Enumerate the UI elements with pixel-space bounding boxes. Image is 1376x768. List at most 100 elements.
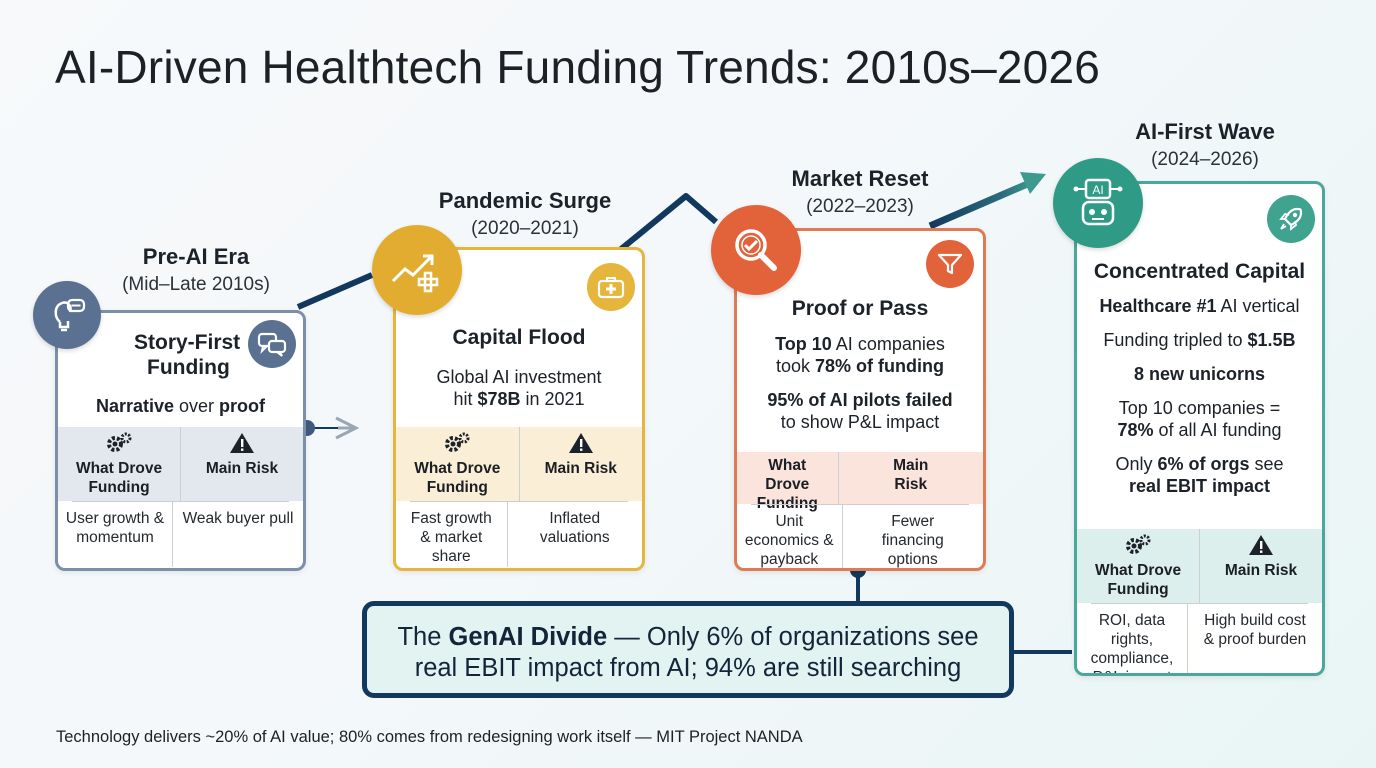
text-bold: 8 new unicorns bbox=[1133, 364, 1266, 384]
footer-note: Technology delivers ~20% of AI value; 80… bbox=[56, 728, 803, 746]
callout-line1: The GenAI Divide — Only 6% of organizati… bbox=[367, 622, 1009, 653]
card-line: took 78% of funding bbox=[737, 355, 983, 377]
text-bold: GenAI Divide bbox=[448, 623, 608, 651]
card-line: 8 new unicorns bbox=[1077, 363, 1322, 385]
grid-value-col2: Inflated valuations bbox=[539, 510, 610, 546]
text: see bbox=[1249, 454, 1284, 474]
ai-robot-icon: AI bbox=[1053, 158, 1143, 248]
grid-header: What Drove Funding Main Risk bbox=[737, 452, 983, 512]
stage-reset-header: Market Reset (2022–2023) bbox=[760, 166, 960, 218]
card-line: Healthcare #1 AI vertical bbox=[1077, 295, 1322, 317]
grid-header-col2: Main Risk bbox=[893, 457, 929, 493]
card-heading: Capital Flood bbox=[452, 326, 586, 349]
grid-header-col2: Main Risk bbox=[181, 427, 303, 501]
text-bold: Top 10 bbox=[775, 334, 832, 354]
grid-header-text: Main Risk bbox=[1224, 562, 1298, 579]
stage-period: (Mid–Late 2010s) bbox=[122, 274, 270, 295]
card-grid: What Drove Funding Main Risk User growth… bbox=[58, 427, 303, 567]
text-bold: 78% of funding bbox=[815, 356, 945, 376]
text-bold: 6% of orgs bbox=[1157, 454, 1250, 474]
grid-body: Unit economics & payback Fewer financing… bbox=[737, 504, 983, 568]
stage-pre-ai-header: Pre-AI Era (Mid–Late 2010s) bbox=[96, 244, 296, 296]
card-line: Funding tripled to $1.5B bbox=[1077, 329, 1322, 351]
warning-icon bbox=[568, 433, 593, 453]
grid-body: User growth & momentum Weak buyer pull bbox=[58, 501, 303, 567]
card-line: Only 6% of orgs see bbox=[1077, 453, 1322, 475]
grid-header-col1: What Drove Funding bbox=[396, 427, 520, 501]
card-line: to show P&L impact bbox=[780, 412, 940, 432]
text: of all AI funding bbox=[1153, 420, 1282, 440]
grid-header-text: What Drove Funding bbox=[1094, 562, 1182, 598]
card-grid: What Drove Funding Main Risk ROI, data r… bbox=[1077, 529, 1322, 673]
heading-line: Funding bbox=[147, 356, 230, 379]
grid-header-text: Main Risk bbox=[544, 460, 617, 477]
stage-pandemic-header: Pandemic Surge (2020–2021) bbox=[420, 188, 630, 240]
grid-value-col2: Fewer financing options bbox=[881, 513, 944, 568]
stage-name: Market Reset bbox=[791, 166, 929, 191]
grid-header: What Drove Funding Main Risk bbox=[58, 427, 303, 501]
stage-name: Pre-AI Era bbox=[142, 244, 250, 269]
card-line: Global AI investment bbox=[436, 367, 602, 387]
grid-header: What Drove Funding Main Risk bbox=[396, 427, 642, 501]
grid-value-col1: Fast growth & market share bbox=[396, 501, 508, 567]
rocket-icon bbox=[1267, 195, 1315, 243]
grid-value-col1: Unit economics & payback bbox=[737, 504, 843, 568]
gears-icon bbox=[445, 432, 470, 452]
stage-name: AI-First Wave bbox=[1135, 119, 1275, 144]
grid-header-text: What Drove Funding bbox=[75, 460, 163, 496]
stage-period: (2022–2023) bbox=[806, 196, 914, 217]
text-bold: Narrative bbox=[95, 396, 175, 416]
text: Only bbox=[1115, 454, 1158, 474]
gears-icon bbox=[1126, 534, 1151, 554]
card-heading: Story-First Funding bbox=[58, 330, 303, 380]
grid-header-col1: What Drove Funding bbox=[1077, 529, 1200, 603]
stage-ai-first-card: Concentrated Capital Healthcare #1 AI ve… bbox=[1074, 181, 1325, 676]
card-line: Top 10 AI companies bbox=[737, 333, 983, 355]
card-line: 78% of all AI funding bbox=[1077, 419, 1322, 441]
gears-icon bbox=[107, 432, 132, 452]
text: — Only 6% of organizations see bbox=[607, 623, 979, 651]
text-bold: 78% bbox=[1117, 420, 1154, 440]
card-line: hit $78B in 2021 bbox=[396, 388, 642, 410]
text-bold: real EBIT impact bbox=[1128, 476, 1271, 496]
grid-header-col1: What Drove Funding bbox=[737, 452, 839, 512]
grid-header-text: Main Risk bbox=[205, 460, 279, 477]
text: Funding tripled to bbox=[1103, 330, 1248, 350]
grid-value-col2: High build cost & proof burden bbox=[1203, 612, 1307, 648]
grid-header-col2: Main Risk bbox=[1200, 529, 1322, 603]
grid-body: Fast growth & market share Inflated valu… bbox=[396, 501, 642, 567]
funnel-icon bbox=[926, 240, 974, 288]
callout-line2: real EBIT impact from AI; 94% are still … bbox=[414, 654, 962, 682]
text: The bbox=[397, 623, 449, 651]
card-line: 95% of AI pilots failed bbox=[737, 389, 983, 411]
text-bold: Healthcare #1 bbox=[1099, 296, 1217, 316]
text: over bbox=[174, 396, 220, 416]
grid-value-col1: ROI, data rights, compliance, P&L impact bbox=[1077, 603, 1188, 673]
page-title: AI-Driven Healthtech Funding Trends: 201… bbox=[55, 41, 1101, 93]
stage-name: Pandemic Surge bbox=[438, 188, 612, 213]
warning-icon bbox=[1249, 535, 1273, 555]
text-bold: $78B bbox=[477, 389, 521, 409]
text: AI vertical bbox=[1216, 296, 1300, 316]
genai-divide-callout: The GenAI Divide — Only 6% of organizati… bbox=[362, 601, 1014, 698]
card-grid: What Drove Funding Main Risk Fast growth… bbox=[396, 427, 642, 567]
grid-header-col1: What Drove Funding bbox=[58, 427, 181, 501]
trend-arrowhead bbox=[1020, 172, 1046, 194]
chat-bubbles-icon bbox=[248, 320, 296, 368]
stage-ai-first-header: AI-First Wave (2024–2026) bbox=[1105, 119, 1305, 171]
card-line: Narrative over proof bbox=[58, 395, 303, 417]
card-grid: What Drove Funding Main Risk Unit econom… bbox=[737, 452, 983, 568]
stage-period: (2020–2021) bbox=[471, 218, 579, 239]
text: AI companies bbox=[831, 334, 945, 354]
card-line: Top 10 companies = bbox=[1118, 398, 1281, 418]
text: took bbox=[775, 356, 816, 376]
grid-header-text: What Drove Funding bbox=[414, 460, 501, 496]
lightbulb-icon bbox=[33, 281, 101, 349]
card-line: real EBIT impact bbox=[1077, 475, 1322, 497]
card-heading: Concentrated Capital bbox=[1093, 260, 1306, 283]
grid-header-col2: Main Risk bbox=[520, 427, 643, 501]
grid-header: What Drove Funding Main Risk bbox=[1077, 529, 1322, 603]
text: hit bbox=[453, 389, 478, 409]
text: in 2021 bbox=[520, 389, 585, 409]
grid-value-col2: Weak buyer pull bbox=[182, 510, 294, 527]
